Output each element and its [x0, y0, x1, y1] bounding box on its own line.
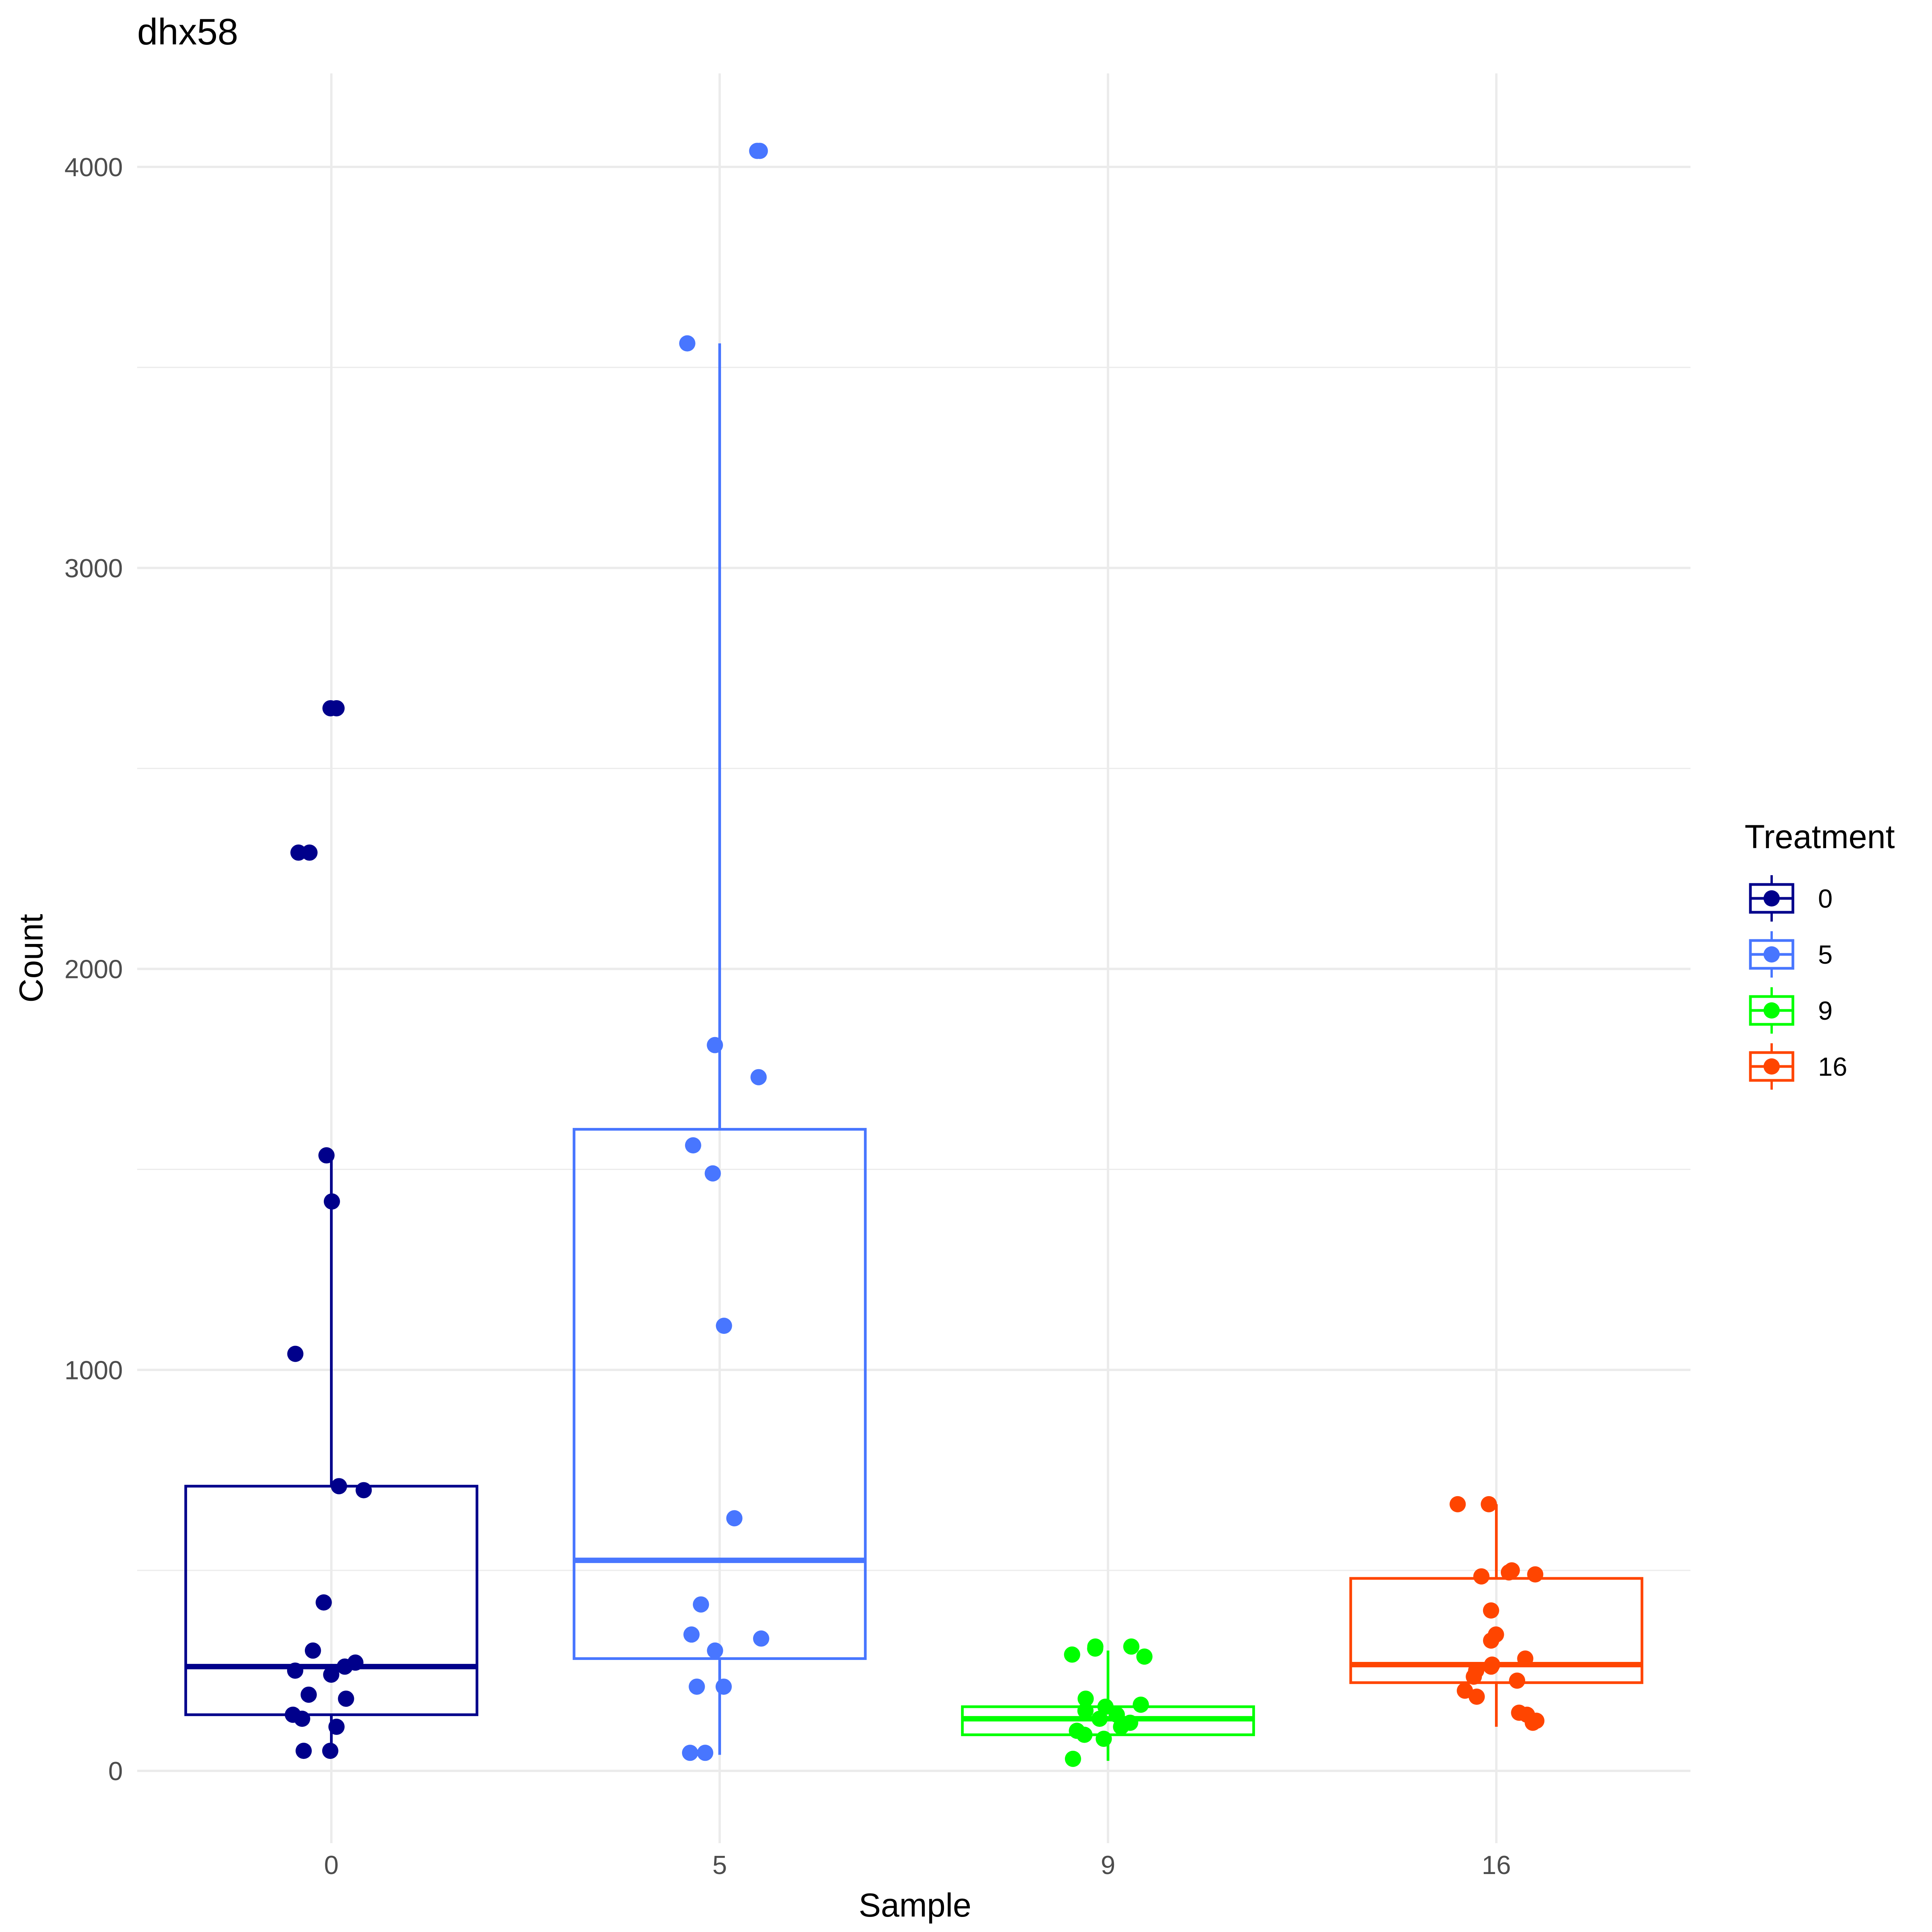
point-5 [689, 1679, 705, 1695]
point-9 [1113, 1718, 1129, 1735]
x-tick-label: 16 [1482, 1850, 1511, 1880]
point-16 [1500, 1564, 1517, 1581]
legend-key-point [1764, 1058, 1780, 1075]
legend-key-point [1764, 890, 1780, 906]
boxplot-5 [573, 343, 867, 1755]
y-tick-label: 0 [108, 1757, 123, 1786]
point-5 [716, 1318, 732, 1334]
point-5 [753, 1630, 769, 1647]
chart-title: dhx58 [137, 11, 238, 53]
legend-item-9: 9 [1749, 987, 1833, 1034]
legend-label: 5 [1818, 940, 1833, 969]
point-5 [682, 1745, 698, 1761]
point-9 [1095, 1730, 1112, 1747]
point-5 [697, 1745, 713, 1761]
point-9 [1136, 1648, 1153, 1665]
point-16 [1483, 1632, 1499, 1649]
point-0 [328, 1718, 345, 1735]
legend: Treatment 0 5 9 16 [1745, 818, 1895, 1090]
point-5 [752, 143, 768, 159]
point-9 [1077, 1702, 1094, 1719]
x-axis-title: Sample [859, 1887, 971, 1924]
legend-label: 9 [1818, 996, 1833, 1026]
point-5 [685, 1137, 701, 1154]
boxplots [184, 343, 1643, 1761]
legend-items: 0 5 9 16 [1749, 875, 1847, 1090]
x-tick-label: 9 [1101, 1850, 1116, 1880]
point-0 [331, 1478, 347, 1495]
point-9 [1087, 1640, 1104, 1657]
point-16 [1509, 1672, 1526, 1689]
point-9 [1091, 1711, 1108, 1727]
point-0 [323, 1193, 340, 1210]
y-tick-label: 2000 [65, 955, 123, 984]
x-tick-label: 0 [324, 1850, 339, 1880]
x-axis-tick-labels: 0 5 9 16 [324, 1850, 1511, 1880]
point-5 [726, 1510, 743, 1527]
data-points [285, 143, 1545, 1767]
legend-item-5: 5 [1749, 931, 1833, 978]
point-0 [318, 1147, 335, 1164]
point-0 [304, 1642, 321, 1659]
point-16 [1466, 1668, 1482, 1685]
point-0 [328, 700, 345, 716]
point-5 [683, 1626, 700, 1643]
y-tick-label: 4000 [65, 153, 123, 182]
box [1349, 1577, 1643, 1684]
point-0 [287, 1662, 303, 1679]
point-5 [750, 1069, 767, 1085]
point-16 [1517, 1650, 1534, 1667]
point-16 [1481, 1496, 1497, 1512]
legend-item-0: 0 [1749, 875, 1833, 922]
point-0 [322, 1743, 338, 1759]
legend-item-16: 16 [1749, 1043, 1847, 1090]
point-16 [1468, 1689, 1485, 1705]
point-9 [1064, 1646, 1080, 1663]
point-0 [287, 1345, 304, 1362]
point-0 [315, 1594, 332, 1611]
point-5 [704, 1165, 721, 1182]
legend-label: 16 [1818, 1052, 1847, 1082]
legend-key-point [1764, 1002, 1780, 1019]
point-16 [1527, 1566, 1544, 1583]
point-16 [1473, 1568, 1490, 1585]
point-0 [295, 1743, 312, 1759]
y-axis-tick-labels: 0 1000 2000 3000 4000 [65, 153, 123, 1786]
point-0 [338, 1690, 354, 1707]
point-16 [1483, 1658, 1500, 1675]
point-5 [693, 1596, 709, 1613]
point-9 [1076, 1726, 1093, 1743]
point-5 [707, 1642, 723, 1659]
point-0 [323, 1666, 340, 1683]
point-16 [1524, 1714, 1541, 1731]
point-9 [1065, 1750, 1081, 1767]
point-0 [300, 1686, 317, 1703]
box [573, 1128, 867, 1660]
y-tick-label: 1000 [65, 1355, 123, 1385]
point-0 [301, 844, 318, 861]
point-5 [715, 1679, 732, 1695]
point-5 [707, 1037, 723, 1053]
point-16 [1449, 1496, 1466, 1512]
x-tick-label: 5 [713, 1850, 727, 1880]
point-9 [1097, 1698, 1114, 1715]
point-16 [1483, 1602, 1499, 1619]
point-0 [337, 1658, 353, 1675]
y-tick-label: 3000 [65, 554, 123, 583]
point-5 [679, 335, 696, 352]
legend-label: 0 [1818, 884, 1833, 913]
point-9 [1133, 1696, 1149, 1713]
y-axis-title: Count [13, 914, 50, 1003]
point-9 [1077, 1690, 1094, 1707]
point-0 [355, 1482, 372, 1498]
point-9 [1123, 1638, 1139, 1655]
point-0 [285, 1706, 301, 1723]
legend-key-point [1764, 946, 1780, 963]
legend-title: Treatment [1745, 818, 1895, 855]
